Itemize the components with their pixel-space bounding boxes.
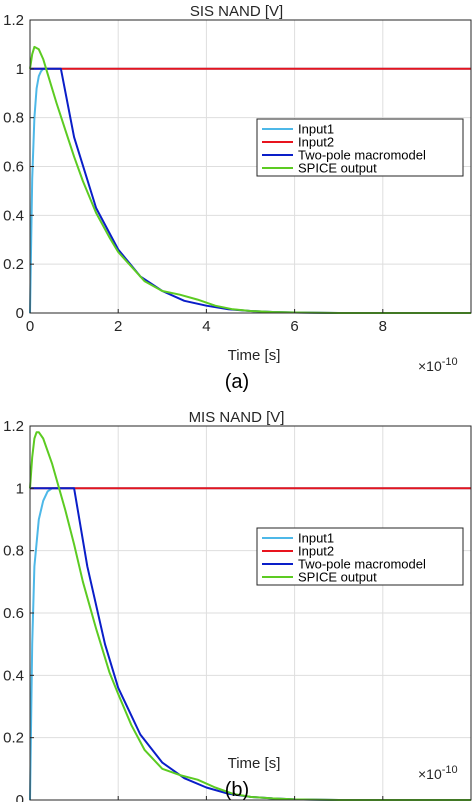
x-tick-label: 4 — [202, 318, 210, 335]
legend-label: SPICE output — [298, 161, 377, 176]
y-tick-label: 1.2 — [3, 418, 24, 435]
x-tick-label: 0 — [26, 318, 34, 335]
y-tick-label: 0 — [16, 792, 24, 802]
legend-label: Two-pole macromodel — [298, 148, 426, 163]
y-tick-label: 1 — [16, 480, 24, 497]
y-tick-label: 0.4 — [3, 667, 24, 684]
legend-item: SPICE output — [262, 161, 377, 176]
legend-label: Input1 — [298, 122, 334, 137]
y-tick-label: 1 — [16, 61, 24, 78]
figure-caption: (a) — [225, 371, 249, 393]
y-tick-label: 0.6 — [3, 605, 24, 622]
y-tick-label: 0.2 — [3, 730, 24, 747]
legend-label: Input2 — [298, 544, 334, 559]
legend-label: Input2 — [298, 135, 334, 150]
y-tick-label: 0.4 — [3, 207, 24, 224]
x-tick-label: 2 — [114, 318, 122, 335]
x-axis-multiplier: ×10-10 — [418, 356, 458, 374]
series-line-spice-output — [29, 45, 471, 314]
legend-label: Two-pole macromodel — [298, 557, 426, 572]
chart-title: SIS NAND [V] — [190, 3, 283, 20]
y-tick-label: 0.8 — [3, 543, 24, 560]
y-tick-label: 0.6 — [3, 159, 24, 176]
x-tick-label: 8 — [379, 318, 387, 335]
y-tick-label: 1.2 — [3, 12, 24, 29]
legend-item: SPICE output — [262, 570, 377, 585]
legend-item: Two-pole macromodel — [262, 557, 426, 572]
figure-caption: (b) — [225, 779, 249, 801]
legend-item: Input1 — [262, 122, 334, 137]
legend-item: Two-pole macromodel — [262, 148, 426, 163]
chart-title: MIS NAND [V] — [189, 409, 285, 426]
x-tick-label: 6 — [290, 318, 298, 335]
x-axis-label: Time [s] — [228, 347, 281, 364]
x-axis-label: Time [s] — [228, 755, 281, 772]
legend-label: Input1 — [298, 531, 334, 546]
legend-item: Input1 — [262, 531, 334, 546]
chart-0: 0 2 4 6 8 0 0.2 0.4 0.6 0.8 1 1.2 SIS NAND [V] Time [… — [3, 3, 472, 393]
x-axis-multiplier: ×10-10 — [418, 764, 458, 782]
legend-label: SPICE output — [298, 570, 377, 585]
legend-item: Input2 — [262, 135, 334, 150]
y-tick-label: 0 — [16, 305, 24, 322]
y-tick-label: 0.8 — [3, 110, 24, 127]
legend-item: Input2 — [262, 544, 334, 559]
series-line-spice-output — [29, 431, 471, 801]
y-tick-label: 0.2 — [3, 256, 24, 273]
